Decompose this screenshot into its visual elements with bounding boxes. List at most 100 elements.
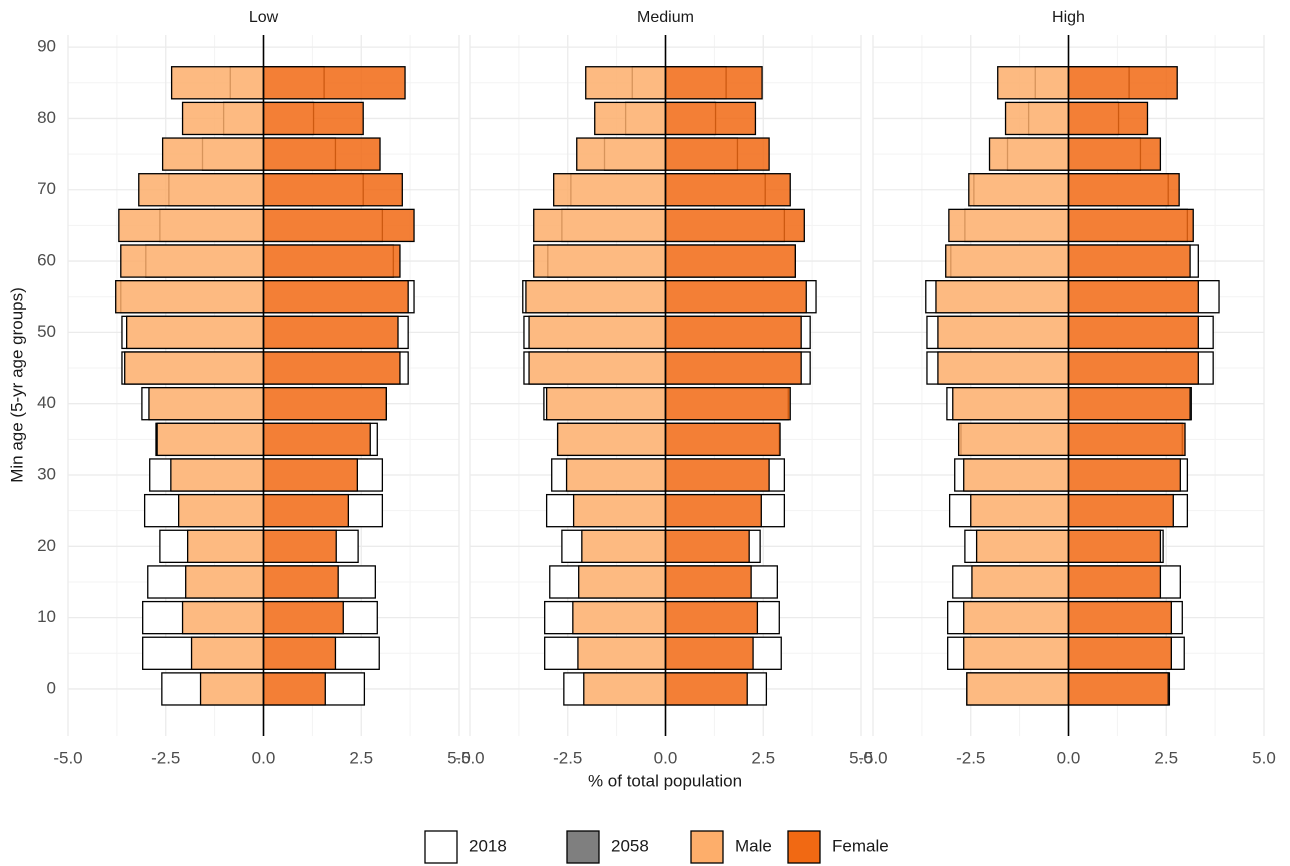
bar-2058 [262, 137, 381, 171]
bar-2058 [161, 137, 265, 171]
bar-2058 [528, 315, 667, 350]
bar-2058 [966, 672, 1070, 706]
bar-2058 [572, 493, 667, 528]
x-tick-label: -2.5 [151, 748, 180, 767]
bar-2058 [262, 458, 358, 492]
bar-2058 [262, 66, 406, 100]
bar-2058 [178, 493, 265, 528]
y-tick-label: 0 [47, 678, 56, 697]
bar-2058 [664, 422, 781, 457]
y-tick-label: 10 [37, 607, 56, 626]
bar-2058 [988, 137, 1070, 171]
x-tick-label: 5.0 [447, 748, 471, 767]
x-tick-label: -5.0 [455, 748, 484, 767]
facet-panel: -5.0 -2.5 0.0 2.5 5.0 High [858, 9, 1275, 767]
bar-2058 [262, 101, 364, 136]
bar-2058 [664, 173, 791, 207]
bar-2058 [664, 386, 791, 421]
x-tick-label: 2.5 [1154, 748, 1178, 767]
bar-2058 [533, 208, 667, 243]
x-tick-label: 5.0 [1252, 748, 1276, 767]
legend-2058-key [566, 830, 600, 864]
facet-panel: -5.0 -2.5 0.0 2.5 5.0 Medium [455, 9, 872, 767]
x-tick-label: 2.5 [349, 748, 373, 767]
bar-2058 [181, 600, 265, 635]
y-tick-label: 70 [37, 179, 56, 198]
bar-2058 [262, 422, 371, 457]
bar-2058 [533, 244, 667, 278]
bar-2058 [664, 315, 802, 350]
bar-2058 [1067, 315, 1199, 350]
facet-title: Low [249, 9, 279, 26]
bar-2058 [262, 600, 344, 635]
bar-2058 [190, 636, 265, 670]
bar-2058 [664, 636, 754, 670]
bar-2058 [664, 137, 770, 171]
x-axis-label: % of total population [588, 771, 742, 790]
bar-2058 [262, 636, 337, 670]
y-tick-label: 20 [37, 536, 56, 555]
bar-2058 [1067, 173, 1180, 207]
bar-2058 [262, 208, 415, 243]
bar-2058 [528, 351, 667, 385]
bar-2058 [664, 66, 763, 100]
y-tick-label: 90 [37, 37, 56, 56]
bar-2058 [170, 458, 265, 492]
bar-2058 [578, 565, 667, 599]
bar-2058 [664, 101, 757, 136]
bar-2058 [971, 565, 1070, 599]
bar-2058 [957, 422, 1070, 457]
bar-2058 [664, 208, 805, 243]
y-tick-label: 80 [37, 108, 56, 127]
bar-2058 [1067, 208, 1194, 243]
x-tick-label: 2.5 [751, 748, 775, 767]
facet-panel: -5.0 -2.5 0.0 2.5 5.0 Low [53, 9, 470, 767]
bar-2058 [1067, 600, 1172, 635]
bar-2058 [997, 66, 1070, 100]
bar-2058 [185, 565, 265, 599]
bar-2058 [664, 280, 807, 314]
bar-2058 [556, 422, 667, 457]
bar-2058 [970, 493, 1070, 528]
facet-title: High [1052, 9, 1085, 26]
bar-2058 [1004, 101, 1070, 136]
bar-2058 [963, 636, 1070, 670]
legend-2018-key [424, 830, 458, 864]
legend-female-key [787, 830, 821, 864]
legend-2058-label: 2058 [611, 836, 649, 855]
x-tick-label: 0.0 [654, 748, 678, 767]
bar-2058 [1067, 672, 1169, 706]
legend-male-key [690, 830, 724, 864]
bar-2058 [120, 244, 265, 278]
bar-2058 [581, 529, 667, 564]
legend-2018-label: 2018 [469, 836, 507, 855]
bar-2058 [1067, 351, 1199, 385]
bar-2058 [664, 458, 770, 492]
x-tick-label: 0.0 [252, 748, 276, 767]
bar-2058 [952, 386, 1070, 421]
bar-2058 [594, 101, 667, 136]
bar-2058 [1067, 565, 1162, 599]
bar-2058 [262, 672, 326, 706]
facet-title: Medium [637, 9, 694, 26]
bar-2058 [664, 493, 762, 528]
bar-2058 [126, 315, 265, 350]
bar-2058 [262, 493, 349, 528]
bar-2058 [262, 315, 399, 350]
x-tick-label: 5.0 [849, 748, 873, 767]
y-axis-label: Min age (5-yr age groups) [7, 287, 26, 483]
bar-2058 [963, 458, 1070, 492]
bar-2058 [664, 565, 752, 599]
x-tick-label: -5.0 [53, 748, 82, 767]
y-tick-label: 60 [37, 251, 56, 270]
bar-2058 [170, 66, 265, 100]
x-tick-label: -2.5 [553, 748, 582, 767]
bar-2058 [1067, 244, 1191, 278]
bar-2058 [935, 280, 1070, 314]
bar-2058 [186, 529, 265, 564]
bar-2058 [1067, 458, 1181, 492]
bar-2058 [948, 208, 1070, 243]
bar-2058 [262, 529, 337, 564]
y-tick-label: 30 [37, 464, 56, 483]
bar-2058 [181, 101, 265, 136]
